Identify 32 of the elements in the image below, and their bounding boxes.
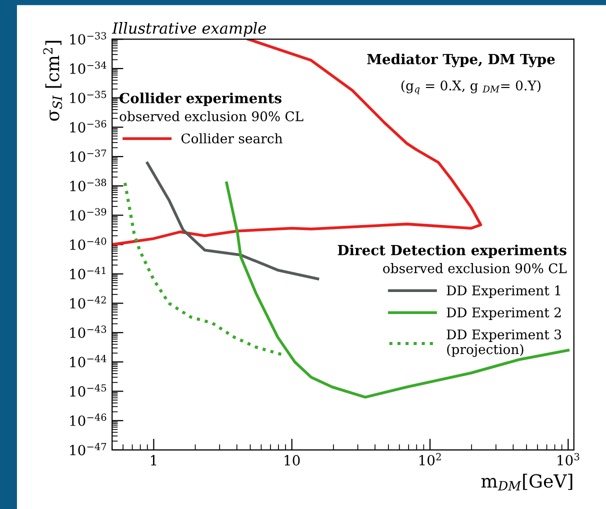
- annotation: observed exclusion 90% CL: [120, 111, 304, 122]
- y-tick-label: 10$^{−38}$: [70, 178, 106, 192]
- x-tick-label: 1: [150, 455, 156, 466]
- annotation: Direct Detection experiments: [338, 244, 566, 258]
- y-tick-label: 10$^{−40}$: [70, 237, 106, 250]
- y-tick-label: 10$^{−47}$: [70, 442, 106, 456]
- y-tick-label: 10$^{−42}$: [70, 296, 106, 309]
- legend-label: DD Experiment 2: [446, 307, 561, 320]
- y-tick-label: 10$^{−41}$: [70, 266, 106, 280]
- x-axis-title: m$_{DM}$[GeV]: [481, 474, 572, 490]
- legend-label: Collider search: [181, 133, 282, 144]
- x-tick-label: 10$^{2}$: [419, 453, 441, 466]
- y-tick-label: 10$^{−44}$: [70, 354, 106, 368]
- y-tick-label: 10$^{−43}$: [70, 326, 106, 338]
- y-tick-label: 10$^{−36}$: [70, 120, 106, 133]
- y-tick-label: 10$^{−45}$: [70, 384, 106, 397]
- y-axis-title: σ$_{SI}$ [cm$^{2}$]: [43, 40, 62, 121]
- y-tick-label: 10$^{−33}$: [70, 32, 106, 45]
- annotation: Mediator Type, DM Type: [367, 54, 555, 68]
- legend-label: DD Experiment 1: [446, 285, 560, 298]
- y-tick-label: 10$^{−35}$: [70, 90, 106, 104]
- annotation: (g$_{q}$ = 0.X, g $_{DM}$= 0.Y): [401, 80, 540, 94]
- y-tick-label: 10$^{−46}$: [70, 414, 106, 426]
- y-tick-label: 10$^{−39}$: [70, 208, 106, 221]
- legend-label: DD Experiment 3 (projection): [446, 329, 562, 357]
- x-tick-label: 10$^{3}$: [558, 453, 580, 466]
- chart-title: Illustrative example: [112, 22, 266, 37]
- x-tick-label: 10: [284, 455, 300, 466]
- annotation: observed exclusion 90% CL: [383, 263, 567, 274]
- annotation: Collider experiments: [120, 92, 282, 106]
- y-tick-label: 10$^{−34}$: [70, 61, 106, 74]
- y-tick-label: 10$^{−37}$: [70, 149, 106, 162]
